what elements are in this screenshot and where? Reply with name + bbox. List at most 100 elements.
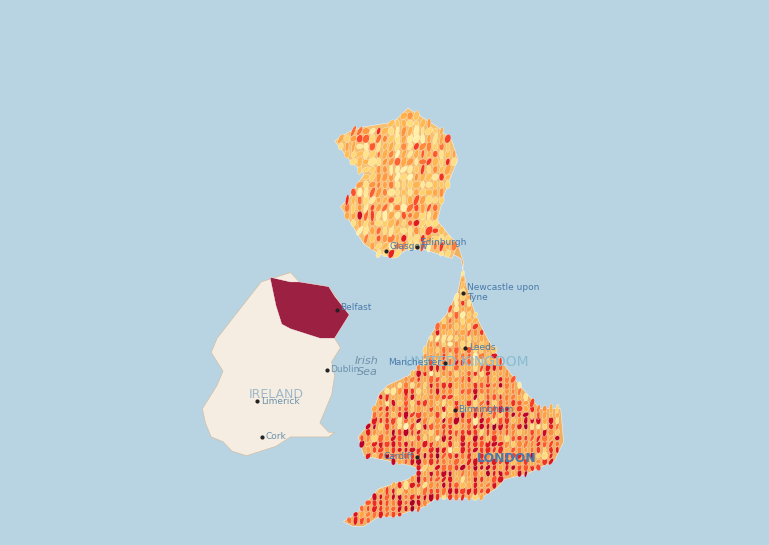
Ellipse shape — [417, 494, 421, 500]
Ellipse shape — [414, 111, 419, 121]
Ellipse shape — [408, 179, 412, 190]
Ellipse shape — [358, 211, 362, 220]
Ellipse shape — [486, 458, 490, 465]
Ellipse shape — [511, 440, 515, 447]
Ellipse shape — [461, 393, 464, 401]
Ellipse shape — [491, 475, 497, 483]
Ellipse shape — [404, 392, 408, 402]
Ellipse shape — [517, 435, 522, 441]
Ellipse shape — [432, 142, 438, 151]
Ellipse shape — [360, 505, 364, 512]
Ellipse shape — [498, 446, 503, 454]
Ellipse shape — [447, 395, 453, 399]
Ellipse shape — [441, 376, 446, 383]
Ellipse shape — [448, 416, 453, 425]
Ellipse shape — [394, 212, 400, 219]
Ellipse shape — [404, 382, 408, 389]
Ellipse shape — [428, 481, 434, 489]
Ellipse shape — [492, 383, 497, 388]
Ellipse shape — [364, 180, 368, 189]
Ellipse shape — [404, 417, 408, 423]
Ellipse shape — [352, 195, 355, 205]
Ellipse shape — [435, 452, 439, 459]
Ellipse shape — [378, 411, 383, 418]
Ellipse shape — [371, 405, 378, 412]
Ellipse shape — [448, 370, 452, 377]
Ellipse shape — [505, 369, 509, 378]
Ellipse shape — [408, 234, 412, 243]
Ellipse shape — [485, 412, 491, 417]
Ellipse shape — [370, 220, 375, 226]
Ellipse shape — [448, 487, 452, 495]
Ellipse shape — [398, 383, 401, 388]
Ellipse shape — [492, 464, 496, 470]
Ellipse shape — [461, 410, 464, 419]
Ellipse shape — [356, 144, 363, 149]
Ellipse shape — [505, 400, 508, 406]
Ellipse shape — [406, 120, 414, 126]
Ellipse shape — [524, 447, 528, 453]
Ellipse shape — [480, 370, 484, 377]
Ellipse shape — [413, 211, 420, 220]
Ellipse shape — [537, 405, 541, 413]
Ellipse shape — [421, 181, 424, 188]
Ellipse shape — [382, 234, 388, 243]
Ellipse shape — [493, 388, 496, 394]
Ellipse shape — [467, 335, 471, 342]
Ellipse shape — [467, 376, 471, 383]
Ellipse shape — [398, 493, 401, 500]
Ellipse shape — [389, 172, 394, 182]
Ellipse shape — [423, 353, 427, 359]
Ellipse shape — [454, 323, 458, 330]
Ellipse shape — [391, 411, 395, 418]
Ellipse shape — [391, 416, 396, 425]
Ellipse shape — [435, 377, 440, 383]
Ellipse shape — [429, 463, 434, 472]
Ellipse shape — [416, 410, 421, 419]
Ellipse shape — [448, 493, 452, 500]
Ellipse shape — [442, 371, 446, 377]
Ellipse shape — [430, 341, 433, 348]
Ellipse shape — [444, 164, 451, 175]
Ellipse shape — [467, 299, 471, 307]
Ellipse shape — [383, 227, 387, 234]
Ellipse shape — [384, 434, 390, 442]
Ellipse shape — [385, 406, 389, 411]
Ellipse shape — [466, 306, 472, 312]
Ellipse shape — [461, 493, 464, 501]
Ellipse shape — [467, 382, 471, 389]
Ellipse shape — [452, 150, 456, 158]
Ellipse shape — [491, 434, 497, 442]
Ellipse shape — [421, 150, 424, 159]
Ellipse shape — [461, 446, 465, 454]
Ellipse shape — [416, 470, 421, 476]
Ellipse shape — [417, 365, 421, 371]
Ellipse shape — [365, 423, 371, 429]
Ellipse shape — [498, 383, 502, 388]
Ellipse shape — [404, 452, 408, 459]
Ellipse shape — [461, 405, 465, 413]
Ellipse shape — [423, 371, 427, 377]
Ellipse shape — [397, 487, 402, 495]
Ellipse shape — [391, 440, 396, 447]
Ellipse shape — [466, 393, 471, 401]
Ellipse shape — [492, 376, 497, 383]
Ellipse shape — [474, 335, 478, 341]
Ellipse shape — [468, 446, 471, 453]
Ellipse shape — [401, 240, 406, 252]
Ellipse shape — [517, 452, 522, 459]
Ellipse shape — [461, 399, 464, 406]
Ellipse shape — [379, 500, 383, 506]
Text: Irish
Sea: Irish Sea — [355, 356, 379, 377]
Ellipse shape — [435, 423, 440, 430]
Ellipse shape — [485, 440, 491, 448]
Ellipse shape — [542, 405, 547, 412]
Ellipse shape — [479, 435, 484, 441]
Ellipse shape — [531, 423, 534, 430]
Ellipse shape — [498, 416, 503, 425]
Ellipse shape — [461, 388, 465, 394]
Ellipse shape — [385, 392, 389, 402]
Ellipse shape — [434, 465, 441, 470]
Ellipse shape — [479, 493, 484, 500]
Ellipse shape — [504, 387, 509, 395]
